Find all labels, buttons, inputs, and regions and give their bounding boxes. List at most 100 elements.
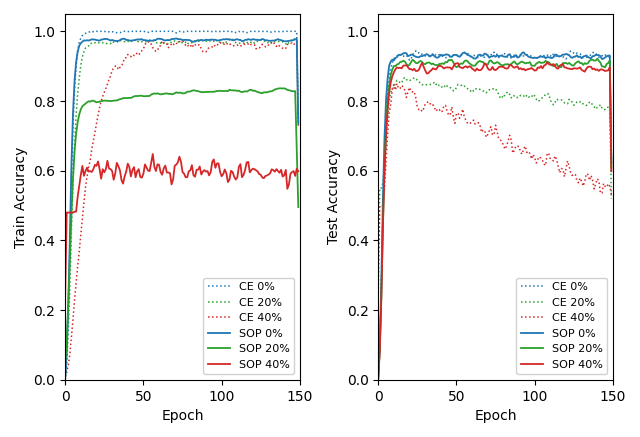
CE 0%: [452, 53, 460, 58]
SOP 20%: [184, 89, 191, 94]
CE 40%: [452, 111, 460, 116]
SOP 20%: [374, 376, 382, 381]
SOP 40%: [156, 162, 163, 167]
CE 0%: [61, 377, 69, 382]
CE 40%: [468, 118, 476, 124]
CE 40%: [393, 81, 401, 86]
CE 20%: [61, 377, 69, 382]
Line: CE 0%: CE 0%: [65, 31, 298, 379]
SOP 20%: [154, 90, 161, 96]
SOP 40%: [497, 64, 504, 69]
SOP 0%: [537, 54, 545, 59]
CE 20%: [537, 96, 545, 101]
SOP 20%: [294, 205, 302, 210]
CE 40%: [537, 156, 545, 161]
SOP 20%: [254, 90, 262, 95]
CE 0%: [255, 29, 263, 34]
SOP 0%: [374, 377, 382, 382]
SOP 20%: [451, 63, 459, 68]
SOP 40%: [568, 66, 576, 72]
CE 20%: [294, 123, 302, 128]
CE 20%: [138, 39, 146, 44]
Line: CE 40%: CE 40%: [65, 41, 298, 377]
SOP 40%: [224, 180, 232, 185]
X-axis label: Epoch: Epoch: [474, 409, 517, 423]
Line: CE 40%: CE 40%: [378, 83, 611, 293]
SOP 0%: [506, 52, 513, 57]
SOP 40%: [543, 59, 551, 65]
CE 0%: [508, 55, 515, 60]
CE 20%: [607, 196, 615, 201]
SOP 40%: [451, 61, 459, 66]
SOP 40%: [506, 62, 513, 67]
CE 40%: [154, 48, 161, 53]
CE 0%: [468, 54, 476, 59]
CE 20%: [290, 36, 298, 41]
Legend: CE 0%, CE 20%, CE 40%, SOP 0%, SOP 20%, SOP 40%: CE 0%, CE 20%, CE 40%, SOP 0%, SOP 20%, …: [204, 277, 294, 374]
SOP 0%: [172, 36, 180, 41]
Line: SOP 20%: SOP 20%: [65, 88, 298, 365]
CE 0%: [537, 53, 545, 59]
Line: CE 20%: CE 20%: [65, 38, 298, 380]
Line: SOP 20%: SOP 20%: [378, 59, 611, 378]
CE 20%: [154, 40, 161, 45]
CE 20%: [374, 250, 382, 255]
X-axis label: Epoch: Epoch: [161, 409, 204, 423]
SOP 40%: [607, 169, 615, 174]
SOP 0%: [195, 38, 202, 43]
CE 0%: [412, 48, 420, 53]
CE 20%: [193, 39, 200, 44]
CE 40%: [61, 375, 69, 380]
CE 40%: [255, 45, 263, 50]
SOP 40%: [294, 169, 302, 174]
Y-axis label: Test Accuracy: Test Accuracy: [327, 149, 341, 244]
SOP 40%: [467, 64, 474, 69]
CE 0%: [498, 53, 506, 58]
SOP 0%: [138, 37, 146, 42]
SOP 0%: [224, 37, 232, 42]
CE 20%: [452, 85, 460, 90]
SOP 0%: [61, 377, 69, 382]
CE 40%: [607, 192, 615, 197]
CE 40%: [374, 290, 382, 295]
SOP 0%: [607, 160, 615, 165]
Line: SOP 40%: SOP 40%: [378, 62, 611, 379]
SOP 20%: [506, 63, 513, 68]
CE 40%: [185, 44, 193, 49]
CE 40%: [138, 48, 146, 53]
CE 0%: [294, 115, 302, 120]
CE 0%: [607, 160, 615, 165]
Legend: CE 0%, CE 20%, CE 40%, SOP 0%, SOP 20%, SOP 40%: CE 0%, CE 20%, CE 40%, SOP 0%, SOP 20%, …: [516, 277, 607, 374]
CE 20%: [184, 42, 191, 47]
CE 40%: [568, 173, 576, 178]
SOP 40%: [149, 151, 157, 156]
CE 0%: [185, 29, 193, 34]
SOP 40%: [374, 377, 382, 382]
CE 0%: [568, 49, 576, 55]
Line: CE 0%: CE 0%: [378, 51, 611, 378]
SOP 0%: [520, 50, 527, 55]
SOP 20%: [138, 93, 146, 98]
SOP 20%: [607, 165, 615, 170]
CE 0%: [374, 375, 382, 381]
SOP 0%: [154, 36, 161, 42]
Line: SOP 0%: SOP 0%: [378, 52, 611, 379]
CE 40%: [224, 40, 232, 45]
SOP 0%: [185, 38, 193, 43]
Line: CE 20%: CE 20%: [378, 77, 611, 252]
SOP 0%: [294, 121, 302, 126]
CE 0%: [93, 29, 100, 34]
CE 0%: [156, 29, 163, 34]
SOP 20%: [467, 62, 474, 67]
SOP 40%: [195, 167, 202, 172]
SOP 40%: [255, 171, 263, 177]
SOP 20%: [193, 88, 200, 94]
CE 0%: [140, 29, 147, 34]
SOP 0%: [568, 55, 576, 60]
SOP 20%: [61, 363, 69, 368]
SOP 20%: [593, 56, 601, 61]
CE 20%: [498, 94, 506, 99]
SOP 0%: [497, 53, 504, 59]
SOP 40%: [536, 65, 543, 70]
SOP 20%: [223, 88, 230, 94]
